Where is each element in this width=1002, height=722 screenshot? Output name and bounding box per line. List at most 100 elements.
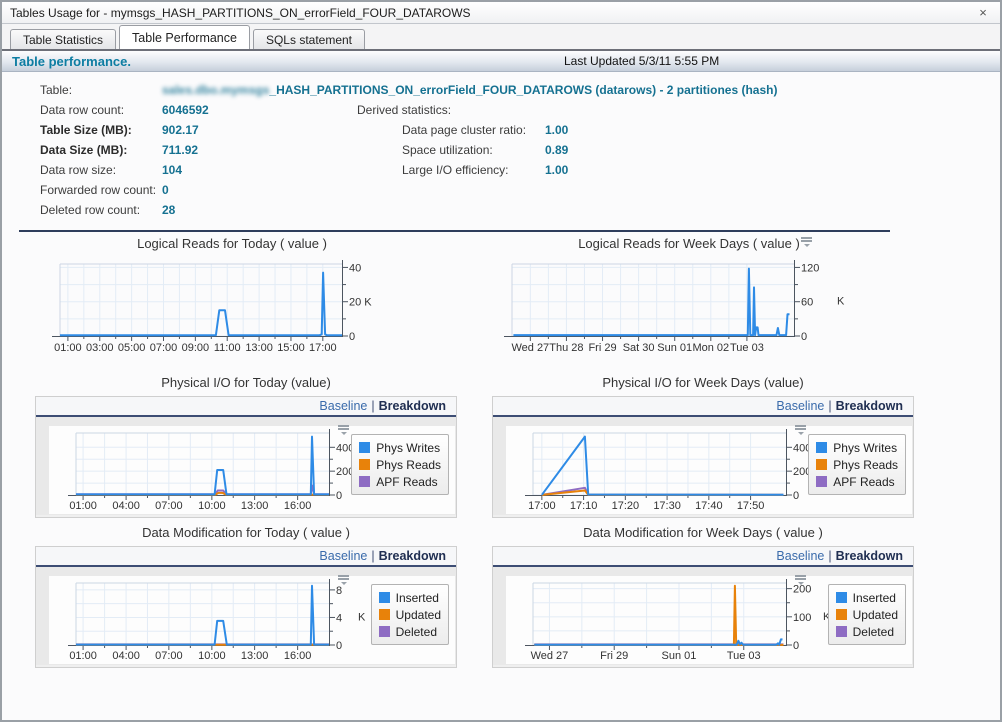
svg-text:400: 400 <box>793 442 811 454</box>
svg-text:Sun 01: Sun 01 <box>662 650 697 662</box>
tab-table-statistics[interactable]: Table Statistics <box>10 29 117 49</box>
legend-color-swatch <box>359 459 371 470</box>
svg-text:Thu 28: Thu 28 <box>549 342 583 354</box>
chart-area: Wed 27 Fri 29 Sun 01 Tue 03 0 100 200 K Inserte… <box>493 567 913 665</box>
legend-label: Phys Writes <box>833 440 898 455</box>
physical-io-row: Baseline | Breakdown 01:00 04:00 07:00 10:00 1… <box>35 396 1000 518</box>
chart-legend: Phys Writes Phys Reads APF Reads <box>351 434 449 495</box>
legend-color-swatch <box>378 626 390 637</box>
svg-text:13:00: 13:00 <box>245 342 273 354</box>
section-title: Table performance. <box>12 53 131 69</box>
legend-item: Updated <box>835 606 898 623</box>
svg-text:100: 100 <box>793 612 811 624</box>
stat-value: 0 <box>162 183 169 197</box>
legend-color-swatch <box>816 442 828 453</box>
stat-value: 6046592 <box>162 103 209 117</box>
legend-color-swatch <box>816 476 828 487</box>
physical-io-titles: Physical I/O for Today (value) Physical … <box>35 375 1000 395</box>
legend-color-swatch <box>835 592 847 603</box>
chart-menu-icon[interactable] <box>794 424 808 435</box>
stat-value: 104 <box>162 163 183 177</box>
stat-value: 1.00 <box>545 163 569 177</box>
logical-reads-row: Logical Reads for Today ( value ) 01:00 0… <box>2 236 1000 367</box>
svg-text:01:00: 01:00 <box>69 650 97 662</box>
table-name-value: _HASH_PARTITIONS_ON_errorField_FOUR_DATA… <box>269 83 778 97</box>
svg-text:17:00: 17:00 <box>309 342 337 354</box>
data-modification-row: Baseline | Breakdown 01:00 04:00 07:00 10:00 1… <box>35 546 1000 668</box>
svg-text:17:50: 17:50 <box>737 500 765 512</box>
svg-text:0: 0 <box>793 640 799 652</box>
baseline-link[interactable]: Baseline <box>319 399 368 413</box>
chart-menu-icon[interactable] <box>337 574 351 585</box>
legend-label: Updated <box>395 607 441 622</box>
breakdown-link[interactable]: Breakdown <box>378 549 446 563</box>
breakdown-link[interactable]: Breakdown <box>835 399 903 413</box>
legend-color-swatch <box>835 609 847 620</box>
legend-label: Inserted <box>395 590 439 605</box>
legend-label: Deleted <box>395 624 437 639</box>
svg-text:K: K <box>358 611 366 623</box>
svg-text:Wed 27: Wed 27 <box>511 342 549 354</box>
chart-legend: Phys Writes Phys Reads APF Reads <box>808 434 906 495</box>
legend-label: Phys Reads <box>833 457 898 472</box>
stat-label: Forwarded row count: <box>40 183 157 197</box>
stat-label: Space utilization: <box>402 143 493 157</box>
stat-label: Large I/O efficiency: <box>402 163 509 177</box>
baseline-breakdown-bar: Baseline | Breakdown <box>36 397 456 417</box>
baseline-link[interactable]: Baseline <box>319 549 368 563</box>
baseline-breakdown-bar: Baseline | Breakdown <box>493 397 913 417</box>
legend-item: Updated <box>378 606 441 623</box>
svg-text:200: 200 <box>793 584 811 596</box>
baseline-link[interactable]: Baseline <box>776 399 825 413</box>
svg-text:17:20: 17:20 <box>612 500 640 512</box>
legend-item: Inserted <box>835 589 898 606</box>
chart-menu-icon[interactable] <box>794 574 808 585</box>
last-updated-text: Last Updated 5/3/11 5:55 PM <box>564 54 720 68</box>
svg-text:17:30: 17:30 <box>653 500 681 512</box>
stat-row: Deleted row count: 28 <box>40 200 777 220</box>
data-modification-today-panel: Baseline | Breakdown 01:00 04:00 07:00 10:00 1… <box>35 546 457 668</box>
svg-text:4: 4 <box>336 612 342 624</box>
stat-label: Table: <box>40 83 73 97</box>
stat-value: 711.92 <box>162 143 199 157</box>
stat-label: Data row size: <box>40 163 117 177</box>
chart-title: Data Modification for Week Days ( value … <box>583 525 823 540</box>
legend-item: Phys Reads <box>359 456 441 473</box>
svg-text:200: 200 <box>336 466 354 478</box>
svg-text:0: 0 <box>801 331 807 343</box>
stat-label: Table Size (MB): <box>40 123 132 137</box>
stat-row-table: Table: sales.dbo.mymsgs_HASH_PARTITIONS_O… <box>40 80 777 100</box>
breakdown-link[interactable]: Breakdown <box>378 399 446 413</box>
svg-text:07:00: 07:00 <box>155 500 183 512</box>
stat-row: Data row count: 6046592 <box>40 100 777 120</box>
stats-left-column: Table: sales.dbo.mymsgs_HASH_PARTITIONS_O… <box>40 80 777 220</box>
chart-area: 17:0017:1017:2017:3017:4017:500200400cou… <box>493 417 913 515</box>
svg-text:03:00: 03:00 <box>86 342 114 354</box>
legend-label: Updated <box>852 607 898 622</box>
breakdown-link[interactable]: Breakdown <box>835 549 903 563</box>
logical-reads-today-chart: 01:00 03:00 05:00 07:00 09:00 11:00 13:00 15:00… <box>22 258 442 367</box>
svg-text:0: 0 <box>336 490 342 502</box>
legend-label: Inserted <box>852 590 896 605</box>
svg-text:10:00: 10:00 <box>198 500 226 512</box>
tab-table-performance[interactable]: Table Performance <box>119 25 250 49</box>
svg-text:200: 200 <box>793 466 811 478</box>
close-icon[interactable]: × <box>979 4 987 20</box>
baseline-link[interactable]: Baseline <box>776 549 825 563</box>
chart-title: Logical Reads for Today ( value ) <box>137 236 327 251</box>
window-titlebar: Tables Usage for - mymsgs_HASH_PARTITION… <box>2 2 1000 24</box>
chart-menu-icon[interactable] <box>337 424 351 435</box>
tab-sqls-statement[interactable]: SQLs statement <box>252 29 366 49</box>
tab-content: Table performance. Last Updated 5/3/11 5… <box>2 51 1000 718</box>
legend-item: Phys Writes <box>816 439 898 456</box>
svg-text:10:00: 10:00 <box>198 650 226 662</box>
chart-title: Physical I/O for Week Days (value) <box>602 375 804 390</box>
svg-text:20 K: 20 K <box>349 297 372 309</box>
svg-text:0: 0 <box>793 490 799 502</box>
svg-text:Fri 29: Fri 29 <box>588 342 616 354</box>
svg-text:K: K <box>837 296 845 308</box>
svg-text:01:00: 01:00 <box>69 500 97 512</box>
legend-color-swatch <box>816 459 828 470</box>
data-modification-weekdays-panel: Baseline | Breakdown Wed 27 Fri 29 Sun 01 Tue… <box>492 546 914 668</box>
